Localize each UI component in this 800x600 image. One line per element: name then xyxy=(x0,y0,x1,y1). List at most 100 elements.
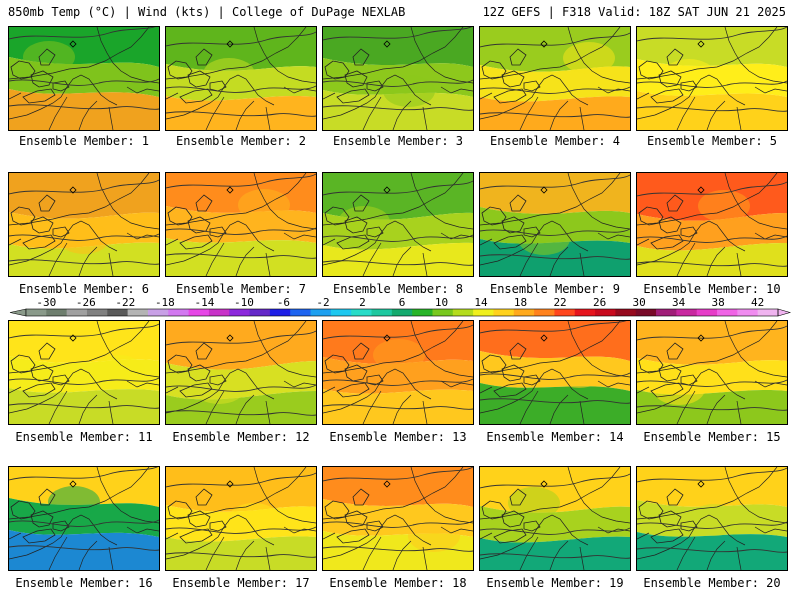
colorbar-segment xyxy=(473,309,494,316)
lake-outline xyxy=(352,488,370,506)
lake-outline xyxy=(344,364,368,382)
colorbar-high-arrow xyxy=(777,308,792,317)
state-border xyxy=(205,390,225,424)
lake-outline xyxy=(509,488,527,506)
colorbar-tick-label: 10 xyxy=(435,296,448,309)
lake-outline xyxy=(30,364,54,382)
state-border xyxy=(637,238,650,246)
state-border xyxy=(323,386,336,394)
lake-outline xyxy=(509,48,527,66)
temperature-map xyxy=(637,27,787,130)
colorbar-segment xyxy=(432,309,454,316)
temperature-band xyxy=(480,536,630,570)
state-border xyxy=(283,232,316,240)
ensemble-panel-17 xyxy=(165,466,317,571)
wind-streamline xyxy=(9,377,159,385)
colorbar-tick-label: 18 xyxy=(514,296,527,309)
state-border xyxy=(706,540,726,570)
station-marker-icon xyxy=(540,40,548,48)
state-border xyxy=(724,321,787,378)
ensemble-member-label: Ensemble Member: 1 xyxy=(18,134,150,148)
temperature-blob xyxy=(653,373,705,405)
colorbar-segment xyxy=(310,309,332,316)
lake-outline xyxy=(195,194,213,212)
state-border xyxy=(410,321,473,378)
temperature-blob xyxy=(383,75,435,107)
state-border xyxy=(235,246,255,276)
state-border xyxy=(9,467,150,520)
state-border xyxy=(519,96,539,130)
lake-outline xyxy=(366,80,384,92)
temperature-map xyxy=(323,321,473,424)
temperature-map xyxy=(480,467,630,570)
colorbar-segment xyxy=(412,309,433,316)
ensemble-member-label: Ensemble Member: 4 xyxy=(489,134,621,148)
ensemble-member-label: Ensemble Member: 19 xyxy=(486,576,624,590)
wind-streamline xyxy=(323,324,473,340)
state-border xyxy=(166,467,307,520)
temperature-band xyxy=(637,27,787,67)
colorbar-segment xyxy=(229,309,251,316)
state-border xyxy=(637,27,778,80)
lake-outline xyxy=(187,70,211,88)
temperature-blob xyxy=(373,339,425,371)
temperature-blob xyxy=(663,59,715,91)
ensemble-panel-15 xyxy=(636,320,788,425)
temperature-blob xyxy=(508,487,560,519)
colorbar-segment xyxy=(676,309,698,316)
lake-outline xyxy=(336,88,370,104)
temperature-band xyxy=(166,96,316,130)
temperature-band xyxy=(480,173,630,214)
state-border xyxy=(9,386,22,394)
state-border xyxy=(724,173,787,230)
station-marker-icon xyxy=(540,480,548,488)
temperature-blob xyxy=(518,223,570,255)
state-border xyxy=(108,546,114,570)
ensemble-member-label: Ensemble Member: 8 xyxy=(332,282,464,296)
state-border xyxy=(567,173,630,230)
wind-streamline xyxy=(637,235,787,243)
wind-streamline xyxy=(323,105,473,111)
temperature-map xyxy=(480,321,630,424)
wind-streamline xyxy=(480,32,630,48)
colorbar-segment xyxy=(330,309,352,316)
colorbar-tick-label: -30 xyxy=(36,296,56,309)
lake-outline xyxy=(344,510,368,528)
state-border xyxy=(323,74,432,120)
state-border xyxy=(637,173,778,226)
lake-outline xyxy=(658,216,682,234)
lake-outline xyxy=(493,528,527,544)
ensemble-panel-13 xyxy=(322,320,474,425)
state-border xyxy=(549,246,569,276)
lake-outline xyxy=(658,364,682,382)
state-border xyxy=(9,532,22,540)
state-border xyxy=(9,173,150,226)
station-marker-icon xyxy=(697,40,705,48)
ensemble-panel-2 xyxy=(165,26,317,131)
state-border xyxy=(736,106,742,130)
state-border xyxy=(392,540,412,570)
colorbar-segment xyxy=(249,309,271,316)
ensemble-panel-14 xyxy=(479,320,631,425)
state-border xyxy=(166,386,179,394)
colorbar-segment xyxy=(371,309,393,316)
colorbar-tick-label: 30 xyxy=(632,296,645,309)
wind-streamline xyxy=(166,85,316,93)
temperature-band xyxy=(480,96,630,130)
wind-streamline xyxy=(480,174,630,190)
lake-outline xyxy=(501,216,525,234)
state-border xyxy=(9,74,118,120)
station-marker-icon xyxy=(69,480,77,488)
state-border xyxy=(519,390,539,424)
colorbar-segment xyxy=(595,309,616,316)
ensemble-member-label: Ensemble Member: 18 xyxy=(329,576,467,590)
temperature-band xyxy=(637,242,787,276)
lake-outline xyxy=(38,194,56,212)
state-border xyxy=(166,321,307,374)
station-marker-icon xyxy=(383,40,391,48)
station-marker-icon xyxy=(383,334,391,342)
temperature-blob xyxy=(48,486,100,518)
colorbar-tick-label: 34 xyxy=(672,296,686,309)
temperature-map xyxy=(637,321,787,424)
lake-outline xyxy=(658,70,682,88)
